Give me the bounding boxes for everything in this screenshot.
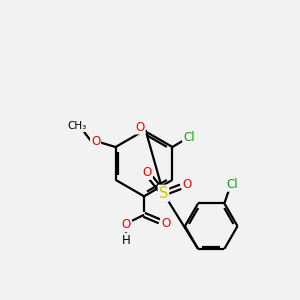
Text: O: O [91,135,100,148]
Text: H: H [122,234,130,247]
Text: CH₃: CH₃ [68,121,87,131]
Text: O: O [161,217,170,230]
Text: Cl: Cl [183,131,195,144]
Text: O: O [183,178,192,191]
Text: O: O [143,166,152,179]
Text: O: O [121,218,130,231]
Text: S: S [159,186,168,201]
Text: O: O [136,121,145,134]
Text: Cl: Cl [226,178,238,191]
